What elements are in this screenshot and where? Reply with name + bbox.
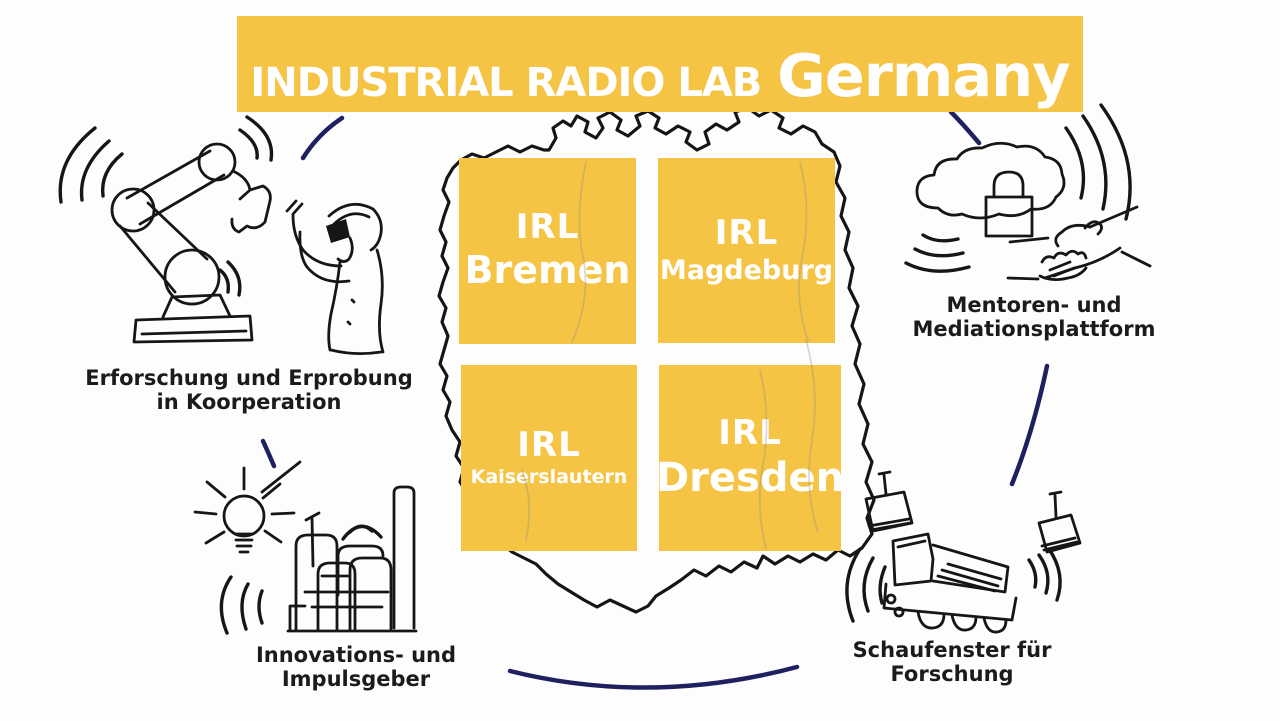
lab-tile-dresden: IRL Dresden (655, 365, 845, 551)
lightbulb-factory-icon (193, 460, 418, 635)
robot-arm-ar-user-icon (58, 115, 385, 355)
lab-city-label: Dresden (655, 454, 845, 501)
caption-line: Mentoren- und (946, 293, 1122, 317)
circle-arc-right (1009, 363, 1050, 487)
lab-org-label: IRL (515, 207, 580, 248)
caption-line: Forschung (890, 662, 1014, 687)
caption-line: Innovations- und (255, 643, 457, 667)
lab-org-label: IRL (714, 212, 779, 253)
caption-cooperation: Erforschung und Erprobung in Koorperatio… (59, 366, 439, 415)
caption-showcase: Schaufenster für Forschung (822, 638, 1082, 687)
header-banner: INDUSTRIAL RADIO LAB Germany (237, 16, 1083, 112)
title-accent: Germany (777, 41, 1070, 110)
lab-city-label: Magdeburg (659, 254, 834, 286)
circle-arc-left (260, 438, 277, 469)
lab-city-label: Kaiserslautern (470, 466, 628, 489)
circle-arc-top-right (948, 109, 982, 146)
caption-innovation: Innovations- und Impulsgeber (226, 643, 486, 692)
caption-mentoring: Mentoren- und Mediationsplattform (899, 293, 1169, 342)
antenna-node-right (1037, 490, 1082, 554)
secure-cloud-handshake-icon (904, 103, 1152, 281)
caption-line: in Koorperation (156, 390, 342, 415)
lab-city-label: Bremen (464, 247, 631, 292)
caption-line: Erforschung und Erprobung (85, 366, 413, 390)
title-main: INDUSTRIAL RADIO LAB (250, 60, 762, 106)
circle-arc-top-left (300, 115, 345, 161)
connected-train-icon (845, 470, 1082, 634)
caption-line: Schaufenster für (852, 638, 1052, 662)
circle-arc-bottom (507, 664, 800, 690)
lab-tile-magdeburg: IRL Magdeburg (658, 158, 835, 343)
lab-org-label: IRL (517, 424, 581, 465)
lab-tile-bremen: IRL Bremen (459, 158, 636, 344)
lab-tile-kaiserslautern: IRL Kaiserslautern (461, 365, 637, 551)
padlock-icon (984, 195, 1034, 238)
caption-line: Impulsgeber (281, 667, 431, 692)
page-title: INDUSTRIAL RADIO LAB Germany (250, 41, 1070, 110)
antenna-node-left (864, 470, 914, 533)
caption-line: Mediationsplattform (912, 317, 1156, 342)
lab-org-label: IRL (718, 413, 782, 454)
